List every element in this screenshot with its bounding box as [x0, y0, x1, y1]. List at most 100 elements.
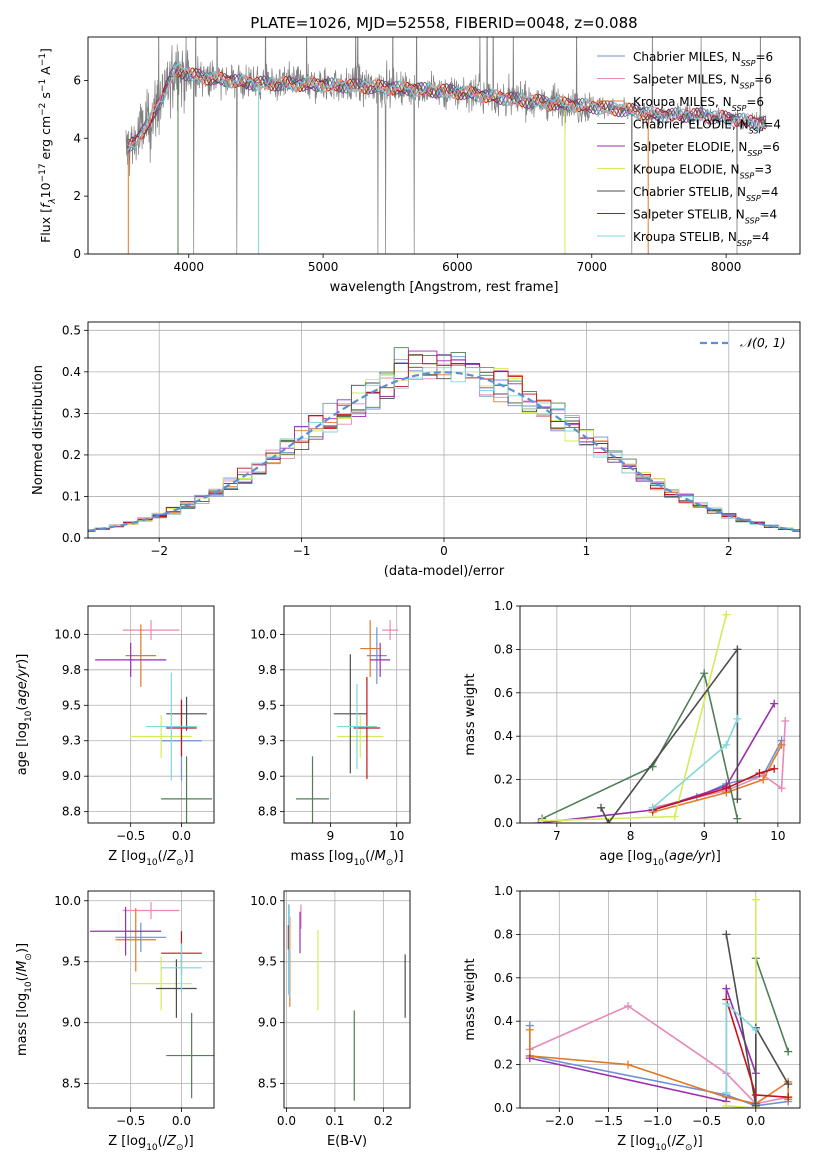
- x-tick-label: −1.0: [643, 1114, 672, 1128]
- weight-marker: [670, 812, 679, 821]
- x-tick-label: 9: [700, 829, 708, 843]
- weight-line: [538, 703, 775, 823]
- text-span: =6: [762, 140, 780, 154]
- x-tick-label: 8: [627, 829, 635, 843]
- figure-title: PLATE=1026, MJD=52558, FIBERID=0048, z=0…: [250, 14, 637, 32]
- text-span: log: [15, 993, 30, 1013]
- y-tick-label: 9.8: [62, 663, 81, 677]
- text-span: ⊙: [176, 1143, 184, 1153]
- text-span: 10: [146, 1143, 158, 1153]
- x-axis-label: Z [log10(/Z⊙)]: [617, 1134, 702, 1153]
- x-axis-label: Z [log10(/Z⊙)]: [108, 849, 193, 868]
- errorbar-point: [115, 908, 157, 972]
- x-tick-label: −1: [293, 544, 311, 558]
- x-tick-label: 0: [440, 544, 448, 558]
- text-span: 10: [38, 182, 53, 198]
- legend-entry: Kroupa ELODIE, NSSP=3: [633, 163, 772, 181]
- legend-entry: Chabrier STELIB, NSSP=4: [633, 185, 778, 203]
- weight-marker: [751, 895, 760, 904]
- y-tick-label: 0.6: [494, 686, 513, 700]
- legend-entry: Chabrier ELODIE, NSSP=4: [633, 118, 781, 136]
- weight-marker: [604, 819, 613, 823]
- text-span: log: [633, 849, 653, 864]
- text-span: s: [38, 92, 53, 103]
- errorbar-point: [115, 922, 167, 952]
- text-span: 10: [655, 1143, 667, 1153]
- text-span: M: [375, 849, 386, 864]
- y-tick-label: 0.0: [494, 816, 513, 830]
- text-span: log: [15, 722, 30, 742]
- y-tick-label: 8.8: [258, 805, 277, 819]
- text-span: Flux [: [38, 208, 53, 243]
- y-tick-label: 0.0: [62, 531, 81, 545]
- y-tick-label: 0: [73, 247, 81, 261]
- weight-marker: [759, 775, 768, 784]
- errorbar-point: [122, 901, 180, 920]
- text-span: λ: [48, 198, 58, 204]
- weight-marker: [525, 1054, 534, 1063]
- y-tick-label: 1.0: [494, 884, 513, 898]
- axes-age_vs_Z: −0.5 0.08.89.09.39.59.810.0Z [log10(/Z⊙)]…: [15, 605, 215, 868]
- errorbar-point: [161, 943, 202, 993]
- errorbar-point: [90, 906, 162, 956]
- x-tick-label: 7: [553, 829, 561, 843]
- text-span: age [: [599, 849, 632, 864]
- text-span: Z [: [108, 1134, 126, 1149]
- text-span: (: [664, 849, 669, 864]
- residual-histogram: [88, 363, 800, 538]
- text-span: Salpeter ELODIE, N: [633, 140, 747, 154]
- errorbar-point: [156, 959, 197, 1018]
- text-span: =4: [763, 118, 781, 132]
- text-span: Chabrier STELIB, N: [633, 185, 746, 199]
- model-spectrum-line: [127, 66, 767, 147]
- text-span: −2: [38, 103, 48, 116]
- x-axis-label: (data-model)/error: [384, 564, 505, 579]
- axes-spectrum: 4000 5000 6000 7000 8000 0 2 4 6 wavelength [Angs…: [38, 36, 801, 295]
- y-tick-label: 0.5: [62, 323, 81, 337]
- weight-marker: [733, 814, 742, 823]
- text-span: =4: [759, 208, 777, 222]
- y-tick-label: 9.0: [62, 769, 81, 783]
- weight-marker: [751, 1025, 760, 1034]
- weight-marker: [722, 740, 731, 749]
- weight-line: [725, 934, 789, 1106]
- text-span: 10: [652, 858, 664, 868]
- text-span: log: [334, 849, 354, 864]
- text-span: =4: [752, 230, 770, 244]
- text-span: Kroupa STELIB, N: [633, 230, 737, 244]
- weight-marker: [624, 1060, 633, 1069]
- legend-entry: Salpeter STELIB, NSSP=4: [633, 208, 777, 226]
- y-tick-label: 9.5: [258, 698, 277, 712]
- y-tick-label: 9.5: [62, 955, 81, 969]
- x-tick-label: −0.5: [692, 1114, 721, 1128]
- y-tick-label: 9.0: [258, 769, 277, 783]
- text-span: Z: [675, 1134, 686, 1149]
- text-span: /: [672, 1134, 677, 1149]
- text-span: ]: [38, 48, 53, 53]
- text-span: mass weight: [463, 673, 478, 755]
- y-tick-label: 0.4: [62, 365, 81, 379]
- plot-area-weight_vs_Z: [525, 895, 793, 1108]
- text-span: SSP: [747, 149, 762, 158]
- x-tick-label: 0.0: [746, 1114, 765, 1128]
- text-span: mass weight: [463, 958, 478, 1040]
- weight-marker: [777, 740, 786, 749]
- x-axis-label: E(B-V): [327, 1134, 367, 1149]
- normal-curve: [88, 371, 800, 532]
- text-span: age/yr: [15, 662, 30, 705]
- text-span: (: [365, 849, 370, 864]
- text-span: Normed distribution: [31, 365, 46, 495]
- axes-frame: [519, 605, 801, 824]
- weight-line: [529, 988, 757, 1103]
- text-span: wavelength [Angstrom, rest frame]: [330, 280, 559, 295]
- weight-marker: [770, 699, 779, 708]
- x-tick-label: −2: [150, 544, 168, 558]
- plot-area-mass_vs_Z: [90, 901, 214, 1099]
- weight-marker: [751, 1090, 760, 1099]
- residual-histogram: [88, 363, 800, 538]
- weight-marker: [722, 999, 731, 1008]
- weight-marker: [755, 769, 764, 778]
- errorbar-point: [166, 696, 207, 731]
- y-tick-label: 9.5: [258, 955, 277, 969]
